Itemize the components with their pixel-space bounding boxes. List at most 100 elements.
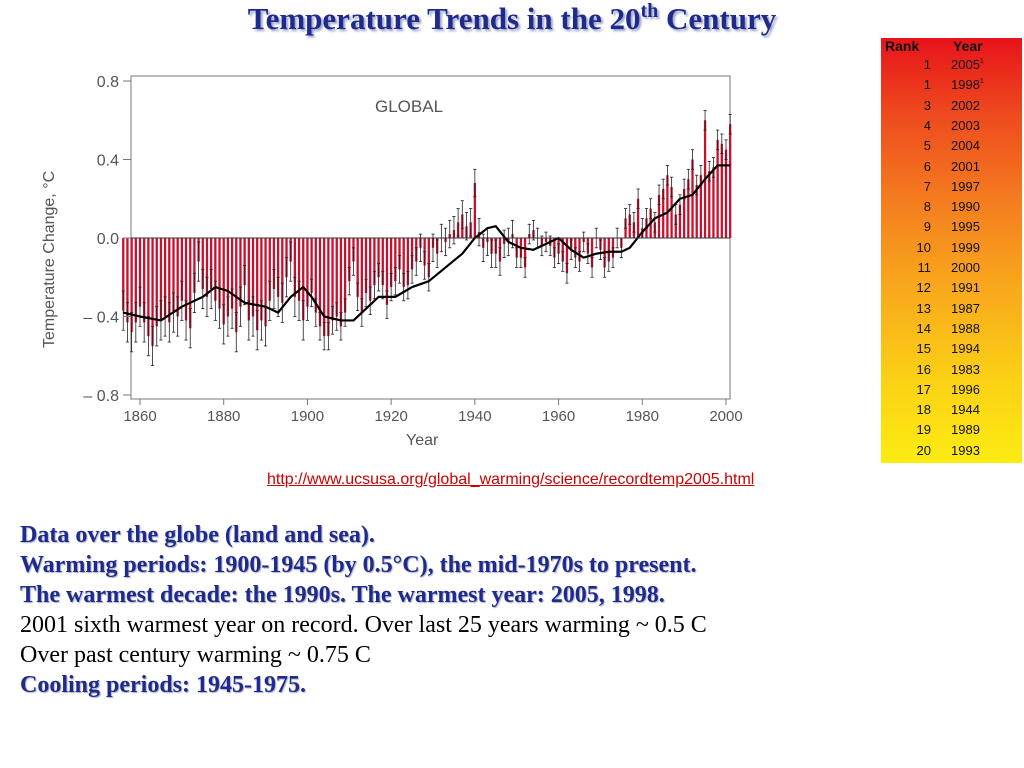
chart-annotation: GLOBAL xyxy=(375,97,443,116)
rank-value: 10 xyxy=(916,239,931,255)
smooth-line-layer xyxy=(123,164,731,322)
bar-1997 xyxy=(712,167,715,238)
year-value: 1989 xyxy=(951,422,980,438)
rank-value: 6 xyxy=(923,158,931,174)
bar-1888 xyxy=(256,238,259,331)
bar-1918 xyxy=(381,238,384,286)
table-row: 16 1983 xyxy=(881,362,1022,382)
table-row: 1 19981 xyxy=(881,77,1022,97)
rank-value: 11 xyxy=(917,260,932,275)
table-row: 8 1990 xyxy=(881,199,1022,219)
bar-1893 xyxy=(276,238,280,297)
rank-value: 12 xyxy=(916,280,931,296)
year-value: 19981 xyxy=(951,77,984,93)
year-value: 2004 xyxy=(951,138,980,154)
table-row: 20 1993 xyxy=(881,443,1022,463)
slide-title-superscript: th xyxy=(640,0,659,22)
year-value: 1996 xyxy=(951,381,980,397)
bar-1917 xyxy=(377,238,380,278)
bar-1859 xyxy=(134,238,137,323)
body-line-3: The warmest decade: the 1990s. The warme… xyxy=(20,582,665,608)
x-tick-label-1960: 1960 xyxy=(542,408,575,425)
year-footnote-mark: 1 xyxy=(979,58,984,65)
bar-1993 xyxy=(695,185,698,238)
bar-1892 xyxy=(272,238,276,290)
x-axis-label: Year xyxy=(406,432,439,449)
bar-1897 xyxy=(293,238,297,297)
bar-1871 xyxy=(184,238,188,321)
rank-value: 20 xyxy=(916,442,931,458)
table-row: 12 1991 xyxy=(881,280,1022,300)
bar-1977 xyxy=(628,214,631,238)
bar-1968 xyxy=(590,238,594,268)
body-line-1: Data over the globe (land and sea). xyxy=(20,522,375,548)
rank-value: 1 xyxy=(923,57,931,72)
bar-1992 xyxy=(691,159,694,238)
body-line-6: Cooling periods: 1945-1975. xyxy=(20,672,307,698)
bar-1865 xyxy=(159,238,163,321)
bar-1915 xyxy=(369,238,372,301)
bar-1999 xyxy=(720,143,723,238)
rank-value: 1 xyxy=(923,77,931,93)
bar-1913 xyxy=(360,238,363,313)
table-row: 17 1996 xyxy=(881,382,1022,402)
bar-1898 xyxy=(297,238,301,301)
slide-title-main: Temperature Trends in the 20 xyxy=(247,1,641,36)
year-value: 2002 xyxy=(951,97,980,113)
bar-1902 xyxy=(314,238,317,313)
x-tick-label-2000: 2000 xyxy=(709,408,742,425)
year-value: 1999 xyxy=(951,239,980,255)
x-tick-label-1920: 1920 xyxy=(374,408,407,425)
bar-1991 xyxy=(687,179,690,239)
table-row: 1 20051 xyxy=(881,57,1022,77)
rank-value: 5 xyxy=(923,138,931,154)
bar-1905 xyxy=(327,238,330,337)
table-header: Rank Year xyxy=(881,38,1022,54)
y-tick-label-3: – 0.4 xyxy=(83,310,119,327)
bar-1863 xyxy=(151,238,154,346)
y-tick-label-4: – 0.8 xyxy=(83,388,119,405)
y-tick-label-0: 0.8 xyxy=(97,74,119,91)
bar-1878 xyxy=(214,238,217,301)
y-tick-label-2: 0.0 xyxy=(97,231,119,248)
header-rank: Rank xyxy=(885,38,920,54)
bar-1891 xyxy=(268,238,271,301)
table-row: 14 1988 xyxy=(881,321,1022,341)
bar-1858 xyxy=(130,238,133,333)
year-value: 1997 xyxy=(951,178,980,194)
source-link[interactable]: http://www.ucsusa.org/global_warming/sci… xyxy=(267,471,755,488)
bar-1870 xyxy=(180,238,184,301)
year-value: 1994 xyxy=(951,341,980,357)
bar-1903 xyxy=(318,238,322,327)
table-row: 3 2002 xyxy=(881,98,1022,118)
year-value: 1991 xyxy=(951,280,980,296)
year-value: 2003 xyxy=(951,117,980,133)
bar-1862 xyxy=(147,238,150,337)
rank-value: 13 xyxy=(916,300,931,316)
bar-2001 xyxy=(729,124,732,238)
bar-1994 xyxy=(699,175,703,238)
table-row: 10 1999 xyxy=(881,240,1022,260)
rank-value: 17 xyxy=(916,381,931,397)
rank-value: 15 xyxy=(916,341,931,357)
bar-1900 xyxy=(306,238,309,307)
table-row: 13 1987 xyxy=(881,301,1022,321)
y-tick-label-1: 0.4 xyxy=(97,153,119,170)
slide-title: Temperature Trends in the 20th Century xyxy=(0,0,1024,38)
bar-1867 xyxy=(168,238,171,323)
bar-1872 xyxy=(189,238,192,329)
bar-1972 xyxy=(607,238,610,262)
year-value: 1988 xyxy=(951,320,980,336)
table-row: 6 2001 xyxy=(881,159,1022,179)
bar-1965 xyxy=(578,238,581,262)
bar-1885 xyxy=(243,238,246,286)
bar-1883 xyxy=(235,238,238,333)
smoothed-trend-line xyxy=(123,164,731,322)
bar-1887 xyxy=(251,238,255,317)
table-row: 19 1989 xyxy=(881,422,1022,442)
bar-1961 xyxy=(561,238,564,262)
warmest-years-table: Rank Year 1 20051 1 19981 3 2002 4 2003 5 2004 6 20… xyxy=(881,38,1022,463)
year-value: 2001 xyxy=(951,158,980,174)
